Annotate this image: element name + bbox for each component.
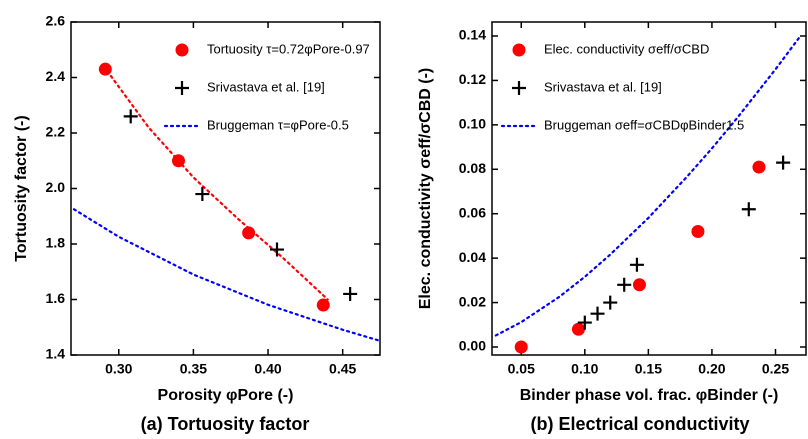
legend: Elec. conductivity σeff/σCBD Srivastava e…: [500, 41, 744, 132]
x-tick-label: 0.05: [508, 361, 535, 377]
point: [617, 277, 632, 292]
point: [632, 278, 646, 292]
x-tick-label: 0.40: [254, 361, 281, 377]
point: [629, 257, 644, 272]
x-tick-label: 0.35: [180, 361, 207, 377]
legend-label: Bruggeman σeff=σCBDφBinder1.5: [544, 117, 744, 132]
y-tick-label: 1.8: [46, 235, 66, 251]
plot-area: [494, 34, 803, 354]
point: [577, 315, 592, 330]
point: [571, 322, 585, 336]
legend-label: Srivastava et al. [19]: [207, 79, 325, 94]
curve: [72, 208, 380, 342]
legend: Tortuosity τ=0.72φPore-0.97 Srivastava et…: [163, 41, 370, 132]
point: [603, 295, 618, 310]
y-tick-label: 2.0: [46, 179, 66, 195]
y-tick-label: 0.10: [459, 116, 486, 132]
point: [98, 62, 112, 76]
panel: 0.05 0.10 0.15 0.20 0.25 0.00 0.02 0.04 0.06 0.08…: [417, 21, 807, 434]
x-tick-label: 0.15: [635, 361, 662, 377]
x-axis-label: Porosity φPore (-): [158, 387, 294, 404]
point: [590, 306, 605, 321]
y-tick-label: 1.4: [46, 346, 66, 362]
legend-marker: [512, 43, 526, 57]
x-tick-label: 0.20: [698, 361, 725, 377]
point: [691, 224, 705, 238]
curve: [494, 34, 803, 337]
y-tick-label: 0.02: [459, 293, 486, 309]
y-tick-label: 0.14: [459, 27, 486, 43]
point: [123, 109, 138, 124]
legend-marker: [512, 81, 526, 95]
x-tick-label: 0.25: [762, 361, 789, 377]
point: [776, 155, 791, 170]
plot-frame: [70, 21, 381, 356]
y-tick-label: 2.6: [46, 13, 66, 29]
legend-label: Tortuosity τ=0.72φPore-0.97: [207, 41, 370, 56]
y-tick-label: 0.12: [459, 71, 486, 87]
legend-label: Bruggeman τ=φPore-0.5: [207, 117, 349, 132]
point: [514, 340, 528, 354]
y-tick-label: 2.4: [46, 68, 66, 84]
plot-area: [72, 62, 380, 342]
legend-label: Elec. conductivity σeff/σCBD: [544, 41, 709, 56]
y-tick-label: 2.2: [46, 124, 66, 140]
plot-frame: [491, 21, 807, 356]
panel: 0.30 0.35 0.40 0.45 1.4 1.6 1.8 2.0 2.2 2.4 2.6 Por…: [13, 13, 381, 434]
curve: [102, 65, 329, 301]
legend-label: Srivastava et al. [19]: [544, 79, 662, 94]
y-tick-label: 0.00: [459, 338, 486, 354]
point: [195, 187, 210, 202]
x-axis-label: Binder phase vol. frac. φBinder (-): [520, 387, 779, 404]
point: [270, 242, 284, 257]
point: [242, 226, 256, 240]
x-tick-label: 0.45: [329, 361, 356, 377]
y-tick-label: 0.08: [459, 160, 486, 176]
point: [752, 160, 766, 174]
point: [741, 202, 756, 217]
caption: (a) Tortuosity factor: [141, 414, 310, 434]
y-tick-label: 0.04: [459, 249, 486, 265]
x-tick-label: 0.30: [105, 361, 132, 377]
caption: (b) Electrical conductivity: [530, 414, 749, 434]
legend-marker: [175, 43, 189, 57]
y-tick-label: 0.06: [459, 204, 486, 220]
y-axis-label: Elec. conductivity σeff/σCBD (-): [417, 68, 434, 309]
y-axis-label: Tortuosity factor (-): [13, 115, 30, 261]
point: [316, 298, 330, 312]
point: [343, 286, 358, 301]
x-tick-label: 0.10: [571, 361, 598, 377]
y-tick-label: 1.6: [46, 290, 66, 306]
legend-marker: [175, 81, 189, 95]
